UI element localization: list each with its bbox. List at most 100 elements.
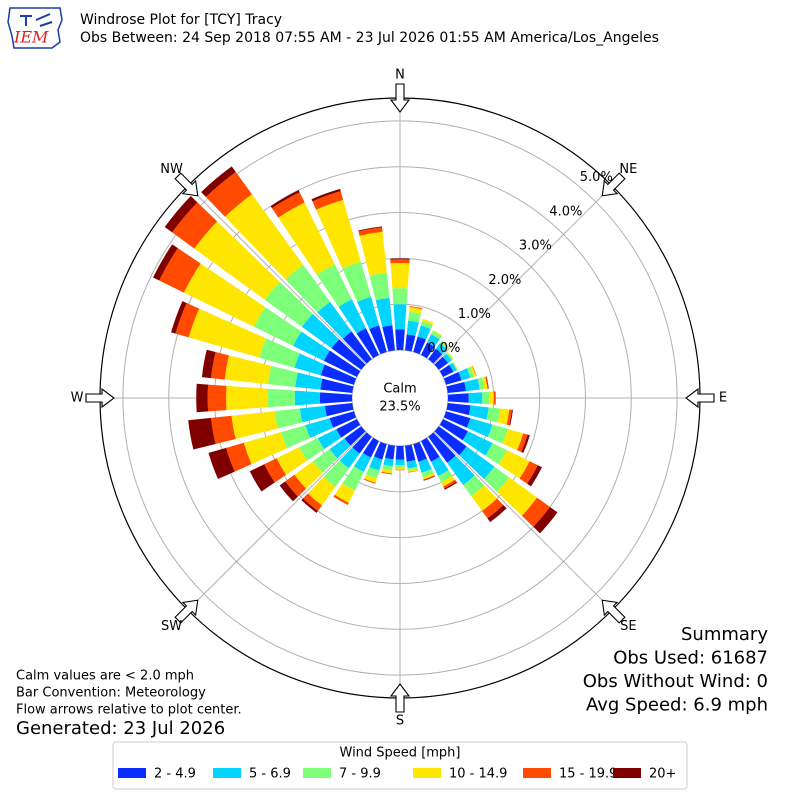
wind-bar-segment [259, 338, 300, 368]
radial-grid-line [433, 185, 613, 365]
wind-bar-segment [375, 297, 393, 327]
calm-value: 23.5% [379, 400, 420, 415]
wind-bar-segment [344, 426, 366, 446]
chart-subtitle: Obs Between: 24 Sep 2018 07:55 AM - 23 J… [80, 30, 659, 46]
wind-bar-segment [381, 469, 393, 474]
compass-label: N [395, 68, 405, 83]
logo: IEM [7, 7, 63, 49]
arrow-shape [389, 683, 411, 713]
notes: Calm values are < 2.0 mph Bar Convention:… [16, 669, 242, 718]
wind-bar-segment [369, 272, 390, 301]
wind-bar-segment [188, 417, 216, 450]
wind-bar-segment [293, 331, 330, 361]
arrow-shape [601, 172, 626, 197]
wind-bar-segment [482, 391, 490, 405]
wind-bar-segment [444, 481, 458, 490]
wind-bar-segment [311, 188, 341, 202]
wind-bar-segment [431, 330, 442, 340]
arrow-shape [389, 83, 411, 113]
wind-bar-segment [211, 352, 229, 380]
wind-bar-segment [517, 433, 528, 452]
wind-bar-segment [485, 443, 507, 465]
wind-bar-segment [281, 425, 311, 449]
wind-bar-segment [342, 466, 364, 491]
wind-bar-segment [299, 438, 325, 461]
wind-bar-segment [439, 364, 454, 377]
wind-bar-segment [459, 446, 495, 480]
summary-line: Summary [681, 624, 768, 645]
wind-bar-segment [413, 441, 427, 462]
wind-bar-segment [423, 475, 435, 481]
compass-arrow [389, 683, 411, 713]
wind-bar-segment [264, 458, 287, 483]
wind-bar-segment [442, 353, 452, 364]
compass-label: NW [160, 162, 183, 177]
wind-bar-segment [365, 466, 380, 479]
wind-bar-segment [338, 299, 366, 334]
wind-bar-segment [390, 259, 410, 264]
wind-bar-segment [443, 411, 471, 428]
arrow-shape [174, 172, 199, 197]
wind-bar-segment [427, 334, 440, 347]
r-tick-label: 3.0% [519, 239, 552, 254]
wind-bar-segment [533, 507, 558, 534]
wind-bar-segment [382, 325, 395, 352]
wind-bar-segment [394, 467, 406, 470]
wind-bar-segment [353, 452, 371, 473]
wind-bar-segment [320, 364, 357, 385]
radial-grid-line [433, 431, 613, 611]
wind-bar-segment [278, 202, 335, 275]
wind-bar-segment [153, 244, 178, 281]
arrow-shape [174, 599, 199, 624]
wind-bar-segment [164, 195, 198, 233]
wind-bar-segment [431, 456, 449, 477]
wind-bar-segment [342, 261, 371, 302]
wind-bar-segment [320, 378, 354, 393]
wind-bar-segment [407, 466, 418, 471]
wind-bar-segment [428, 432, 456, 463]
wind-bar-segment [390, 258, 410, 260]
wind-bar-segment [509, 409, 513, 426]
wind-bar-segment [417, 325, 431, 340]
wind-bar-segment [439, 419, 468, 441]
wind-bar-segment [407, 470, 419, 473]
wind-bar-segment [324, 403, 354, 417]
wind-bar-segment [231, 411, 278, 439]
wind-bar-segment [447, 351, 454, 360]
chart-title: Windrose Plot for [TCY] Tracy [80, 12, 282, 28]
wind-bar-segment [408, 311, 422, 323]
wind-bar-segment [357, 296, 380, 330]
wind-bar-segment [358, 226, 383, 232]
wind-bar-segment [447, 393, 469, 403]
wind-bar-segment [483, 466, 510, 492]
wind-bar-segment [487, 424, 508, 444]
wind-bar-segment [458, 368, 471, 381]
wind-bar-segment [406, 320, 419, 336]
wind-bar-segment [172, 202, 218, 249]
wind-bar-segment [208, 447, 235, 480]
wind-bar-segment [267, 388, 295, 408]
wind-bar-segment [307, 477, 336, 506]
compass-arrow [174, 172, 199, 197]
wind-bar-segment [188, 308, 267, 358]
rose: 0.0% 1.0% 2.0% 3.0% 4.0% 5.0% Calm 23.5% N NE E SE S… [71, 68, 728, 729]
wind-bar-segment [194, 221, 280, 300]
wind-bar-segment [390, 262, 410, 289]
wind-bar-segment [294, 461, 323, 489]
wind-bar-segment [294, 390, 321, 406]
wind-bar-segment [333, 494, 349, 505]
wind-bar-segment [329, 411, 357, 428]
wind-bar-segment [253, 307, 302, 346]
wind-bar-segment [295, 372, 323, 390]
wind-bar-segment [497, 408, 510, 425]
wind-bar-segment [317, 429, 342, 450]
wind-bar-segment [409, 306, 423, 314]
wind-bar-segment [331, 339, 366, 370]
wind-bar-segment [519, 461, 538, 484]
wind-bar-segment [452, 362, 458, 371]
wind-bar-segment [301, 313, 340, 349]
compass-label: S [396, 714, 404, 729]
wind-bar-segment [303, 493, 322, 511]
wind-bar-segment [463, 475, 485, 497]
legend-swatch [118, 768, 146, 778]
